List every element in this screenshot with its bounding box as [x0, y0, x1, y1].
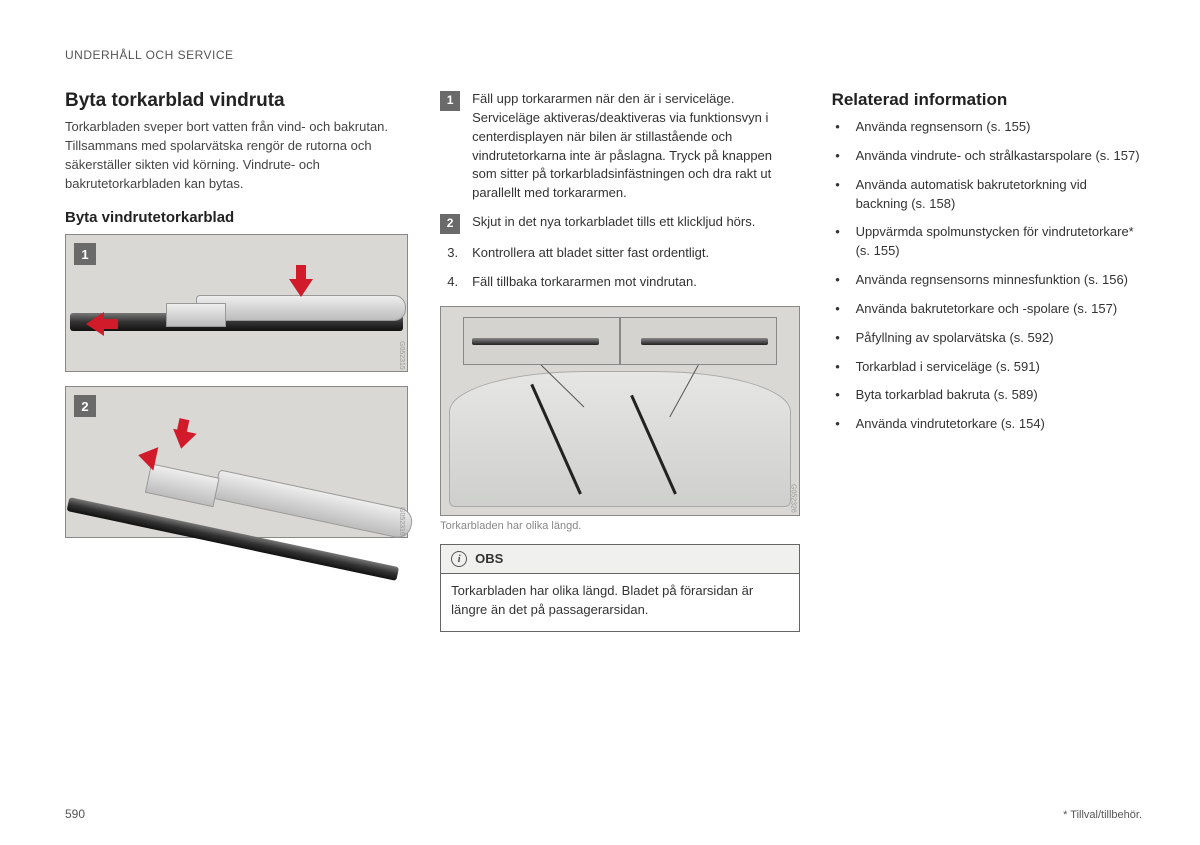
- figure-ref: G052326: [790, 484, 797, 513]
- step-item: 4. Fäll tillbaka torkararmen mot vindrut…: [440, 273, 799, 292]
- footnote: * Tillval/tillbehör.: [1063, 809, 1142, 821]
- step-text: Fäll upp torkararmen när den är i servic…: [472, 90, 799, 203]
- column-middle: 1 Fäll upp torkararmen när den är i serv…: [440, 90, 799, 632]
- step-text: Skjut in det nya torkarbladet tills ett …: [472, 213, 755, 234]
- arrow-down-icon: [289, 279, 313, 297]
- related-item: Använda automatisk bakrutetorkning vid b…: [832, 176, 1142, 214]
- column-right: Relaterad information Använda regnsensor…: [832, 90, 1142, 632]
- note-title: OBS: [475, 551, 503, 566]
- figure-badge-2: 2: [74, 395, 96, 417]
- step-item: 1 Fäll upp torkararmen när den är i serv…: [440, 90, 799, 203]
- step-text: Fäll tillbaka torkararmen mot vindrutan.: [472, 273, 697, 292]
- info-icon: i: [451, 551, 467, 567]
- related-item: Använda regnsensorn (s. 155): [832, 118, 1142, 137]
- column-left: Byta torkarblad vindruta Torkarbladen sv…: [65, 90, 408, 632]
- figure-3: G052326: [440, 306, 799, 516]
- figure-2: 2 G052316: [65, 386, 408, 538]
- step-num: 4.: [440, 273, 460, 292]
- page-number: 590: [65, 807, 85, 821]
- related-item: Använda vindrute- och strålkastarspolare…: [832, 147, 1142, 166]
- step-text: Kontrollera att bladet sitter fast orden…: [472, 244, 709, 263]
- related-item: Använda bakrutetorkare och -spolare (s. …: [832, 300, 1142, 319]
- note-box: i OBS Torkarbladen har olika längd. Blad…: [440, 544, 799, 633]
- content-columns: Byta torkarblad vindruta Torkarbladen sv…: [65, 90, 1142, 632]
- step-num: 3.: [440, 244, 460, 263]
- arrow-down-icon: [169, 429, 196, 452]
- step-item: 2 Skjut in det nya torkarbladet tills et…: [440, 213, 799, 234]
- step-item: 3. Kontrollera att bladet sitter fast or…: [440, 244, 799, 263]
- figure-ref: G052316: [398, 507, 405, 536]
- step-list: 1 Fäll upp torkararmen när den är i serv…: [440, 90, 799, 292]
- page-title: Byta torkarblad vindruta: [65, 90, 408, 112]
- related-list: Använda regnsensorn (s. 155) Använda vin…: [832, 118, 1142, 434]
- note-header: i OBS: [441, 545, 798, 574]
- arrow-left-icon: [86, 312, 104, 336]
- figure-badge-1: 1: [74, 243, 96, 265]
- related-item: Använda regnsensorns minnesfunktion (s. …: [832, 271, 1142, 290]
- related-item: Påfyllning av spolarvätska (s. 592): [832, 329, 1142, 348]
- inset-right: [620, 317, 777, 365]
- intro-paragraph: Torkarbladen sveper bort vatten från vin…: [65, 118, 408, 193]
- figure-caption: Torkarbladen har olika längd.: [440, 520, 799, 532]
- step-num-badge: 2: [440, 214, 460, 234]
- related-item: Torkarblad i serviceläge (s. 591): [832, 358, 1142, 377]
- car-windshield: [449, 371, 790, 507]
- related-item: Uppvärmda spolmunstycken för vindrutetor…: [832, 223, 1142, 261]
- subsection-title: Byta vindrutetorkarblad: [65, 209, 408, 226]
- related-title: Relaterad information: [832, 90, 1142, 110]
- section-header: UNDERHÅLL OCH SERVICE: [65, 48, 1142, 62]
- related-item: Använda vindrutetorkare (s. 154): [832, 415, 1142, 434]
- related-item: Byta torkarblad bakruta (s. 589): [832, 386, 1142, 405]
- inset-left: [463, 317, 620, 365]
- figure-1: 1 G052315: [65, 234, 408, 372]
- note-body: Torkarbladen har olika längd. Bladet på …: [441, 574, 798, 632]
- figure-ref: G052315: [398, 341, 405, 370]
- step-num-badge: 1: [440, 91, 460, 111]
